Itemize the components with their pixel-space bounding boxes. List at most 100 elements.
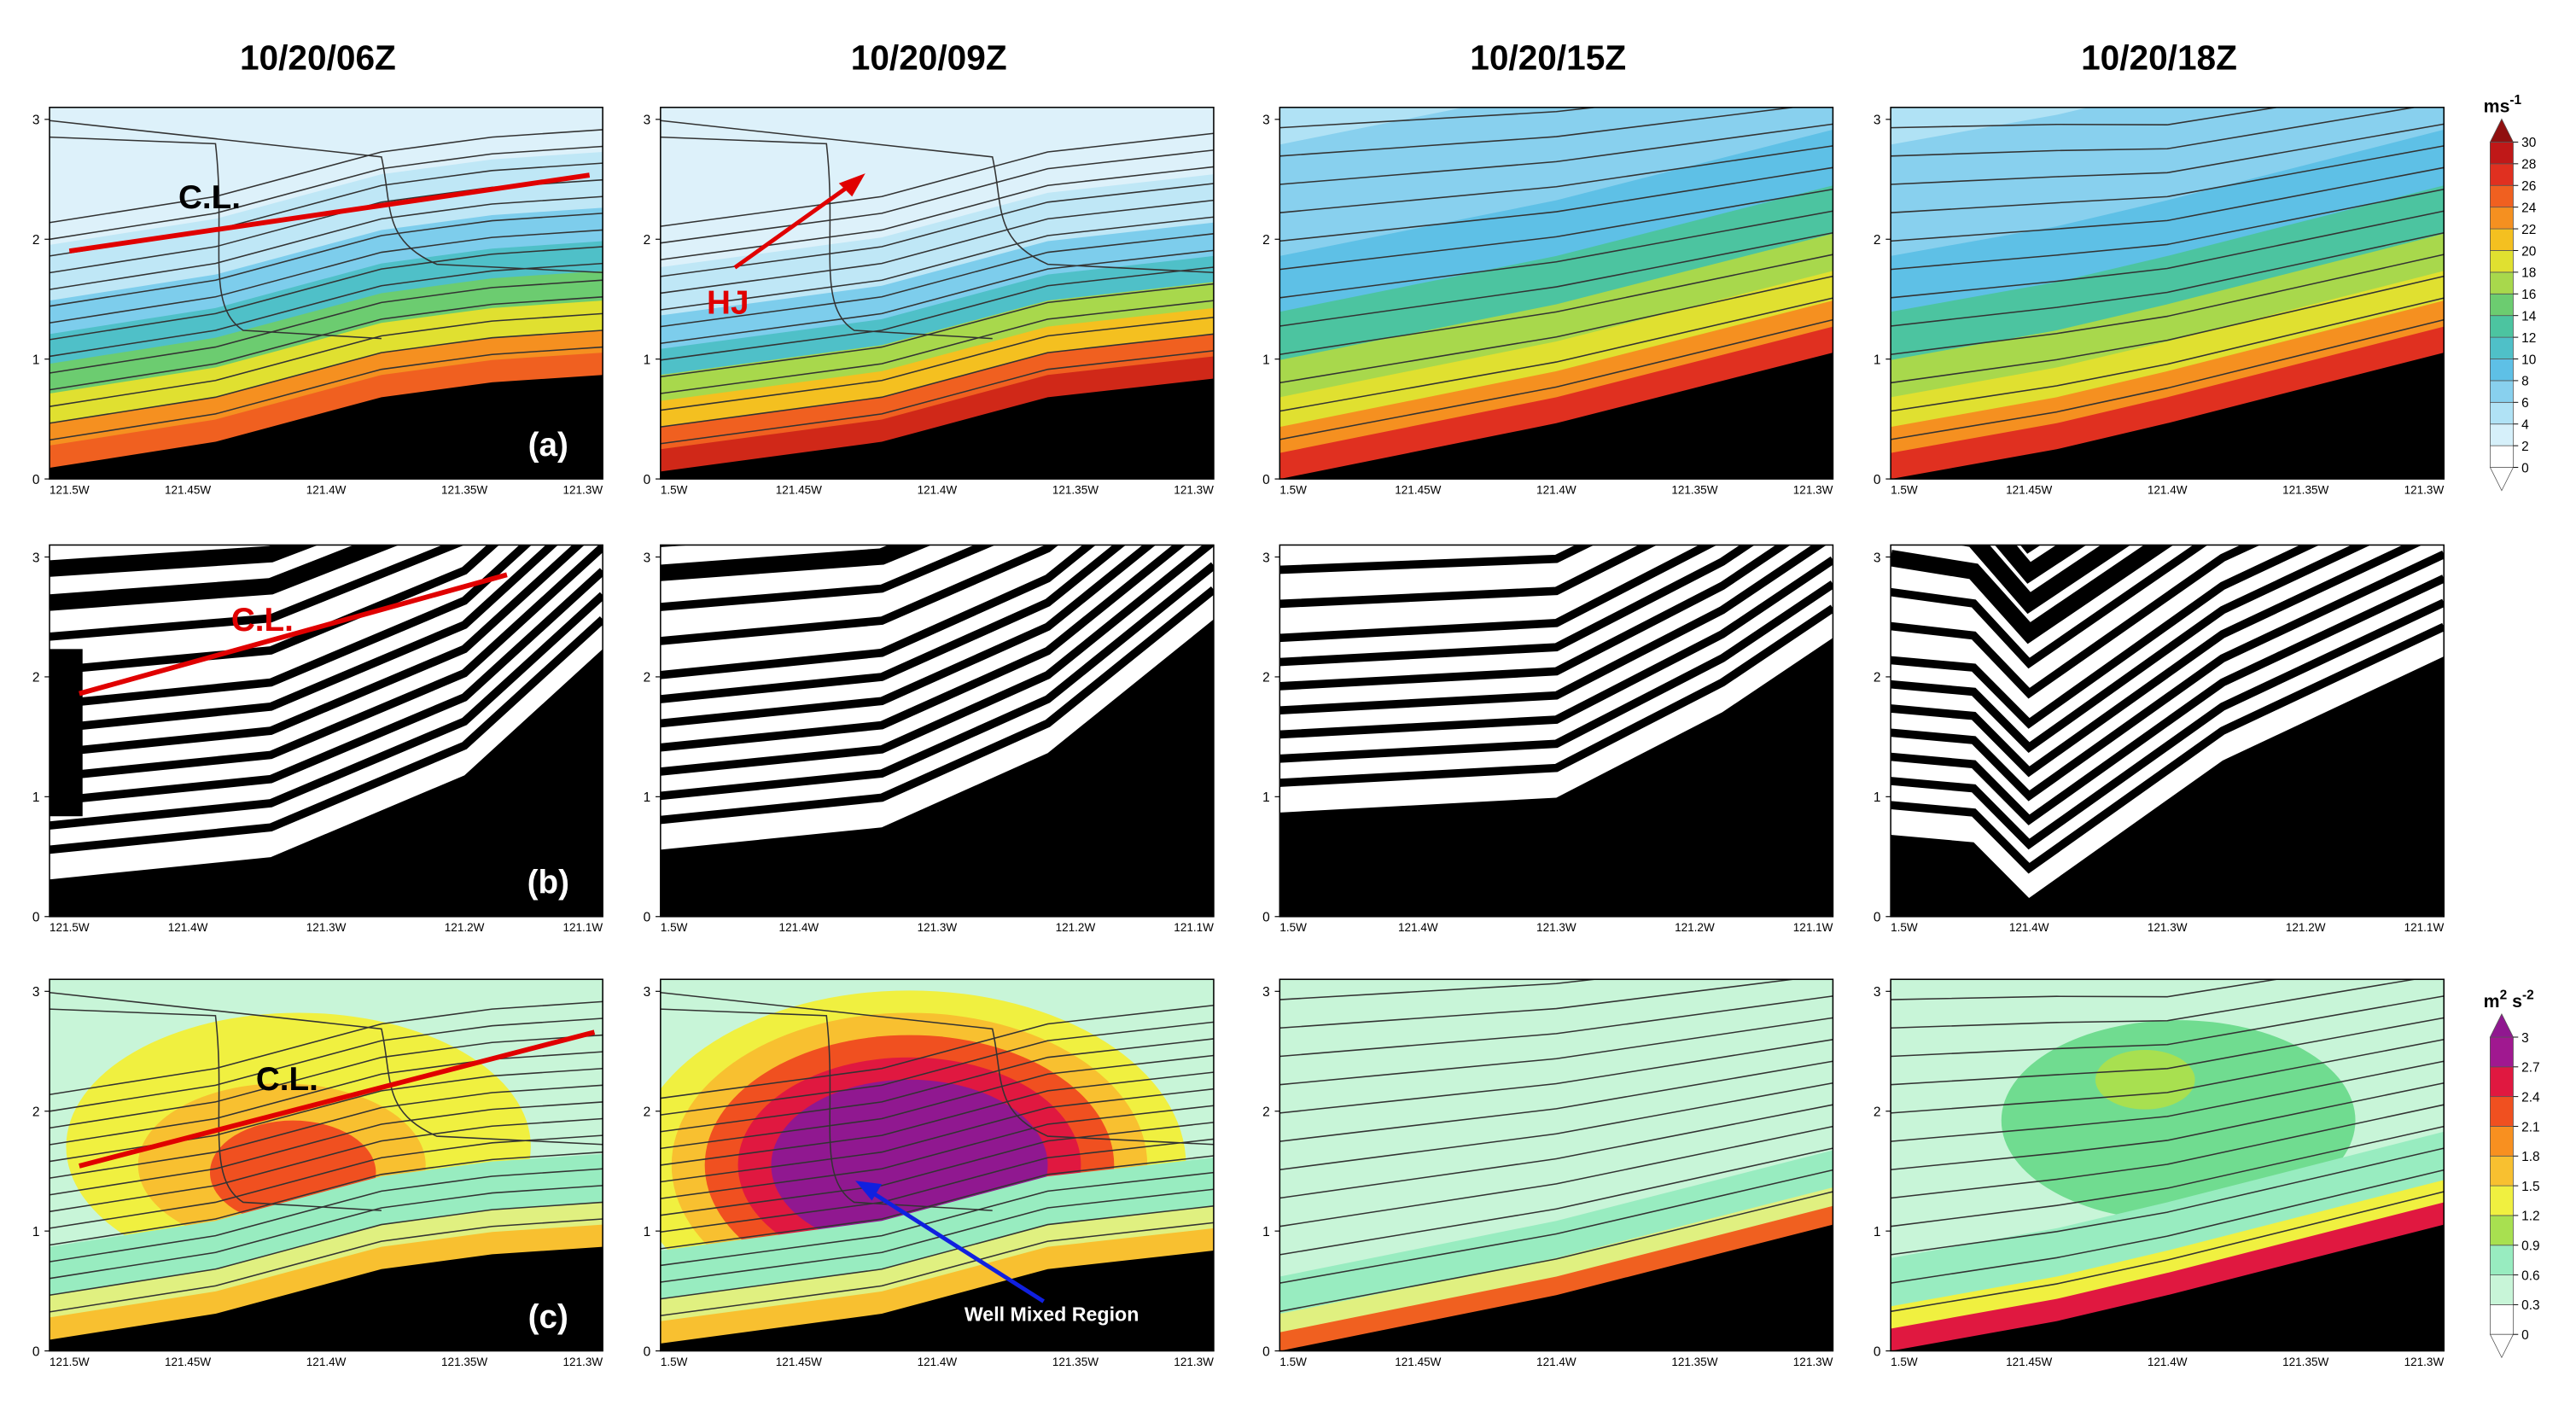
y-tick-label: 3 [32,551,40,565]
contour [1891,1082,2445,1171]
stripe [1279,545,1755,667]
x-tick-label: 1.5W [661,1356,688,1368]
contour [50,229,603,324]
y-tick-label: 0 [32,1344,40,1359]
contour [660,1188,1214,1283]
contour [1891,1147,2445,1256]
x-tick-label: 1.5W [1891,484,1918,497]
stripe [1279,556,1833,739]
colorbar-tick-label: 1.5 [2521,1180,2540,1194]
contour [1891,166,2445,242]
stripe [1279,545,1827,715]
contour [660,1071,1214,1166]
colorbar-segment [2490,228,2514,251]
colorbar-segment [2490,271,2514,294]
x-tick-label: 121.45W [1395,484,1441,497]
annotation-line [79,572,508,697]
colorbar-segment [2490,1245,2514,1275]
panel-frame [660,544,1215,918]
stripe [1891,545,2320,729]
panel-frame [660,978,1215,1352]
panel-frame [1279,544,1834,918]
contour [1891,189,2445,271]
column-title: 10/20/09Z [851,38,1007,77]
y-tick-label: 1 [1262,790,1270,805]
annotation-line [871,1190,1045,1303]
contour [1279,123,1833,185]
contour [660,1138,1214,1233]
y-tick-label: 2 [32,1105,40,1120]
stripe [660,545,932,581]
contour [1279,297,1833,412]
colorbar-segment [2490,336,2514,359]
y-tick-label: 3 [32,114,40,128]
stripe [1891,545,2174,644]
contour [50,346,603,441]
y-tick-label: 3 [644,551,651,565]
panel-frame [49,978,603,1352]
contour [1891,318,2445,440]
panel-frame [1890,107,2445,480]
contour [1891,107,2281,129]
y-tick-label: 1 [1874,790,1881,805]
contour [660,266,1214,361]
x-tick-label: 121.1W [2404,921,2445,934]
stripe [50,545,318,577]
colorbar-segment [2490,207,2514,230]
colorbar-tick-label: 8 [2521,375,2529,389]
contour [1279,231,1833,327]
x-tick-label: 121.3W [306,921,347,934]
y-tick-label: 3 [32,985,40,1000]
panel [660,107,1214,480]
colorbar-segment [2490,401,2514,425]
contour [1279,318,1833,440]
colorbar-segment [2490,1126,2514,1157]
y-tick-label: 0 [1874,473,1881,487]
contour [660,350,1214,445]
y-tick-label: 1 [644,1225,651,1239]
contour [1279,1082,1833,1171]
contour [50,1101,603,1196]
stripe [50,545,399,611]
stripe [1279,545,1791,691]
panel-frame [1279,978,1834,1352]
x-tick-label: 1.5W [1891,921,1918,934]
x-tick-label: 1.5W [661,921,688,934]
panel [1279,979,1833,1351]
panel-frame [660,107,1215,480]
y-tick-label: 1 [32,353,40,367]
x-tick-label: 121.45W [2006,1356,2052,1368]
contour [1279,1191,1833,1313]
contour [660,136,993,340]
unit-part: -1 [2509,93,2521,108]
x-tick-label: 121.3W [562,484,603,497]
stripe-block [50,649,83,817]
stripe [1891,598,2445,850]
contour [1891,1169,2445,1284]
colorbar-tick-label: 2.4 [2521,1090,2540,1105]
contour [1279,1017,1833,1086]
y-tick-label: 2 [1262,671,1270,685]
colorbar-segment [2490,293,2514,317]
x-tick-label: 121.45W [1395,1356,1441,1368]
contour [660,132,1214,227]
colorbar-segment [2490,1215,2514,1246]
contour [1279,107,1798,157]
colorbar-tick-label: 0.6 [2521,1268,2540,1283]
x-tick-label: 121.35W [2282,1356,2328,1368]
contour [1891,145,2445,213]
contour [1891,231,2445,327]
contour [50,246,603,341]
stripe [1891,545,2208,669]
y-tick-label: 0 [644,1344,651,1359]
contour [660,166,1214,261]
y-tick-label: 3 [1874,114,1881,128]
colorbar-tick-label: 2.7 [2521,1061,2540,1076]
contour [50,1117,603,1213]
x-tick-label: 121.1W [562,921,603,934]
colorbar-segment [2490,1096,2514,1127]
stripe [1279,580,1833,763]
contour [50,1000,603,1095]
y-tick-label: 2 [1262,1105,1270,1120]
contour [660,300,1214,394]
